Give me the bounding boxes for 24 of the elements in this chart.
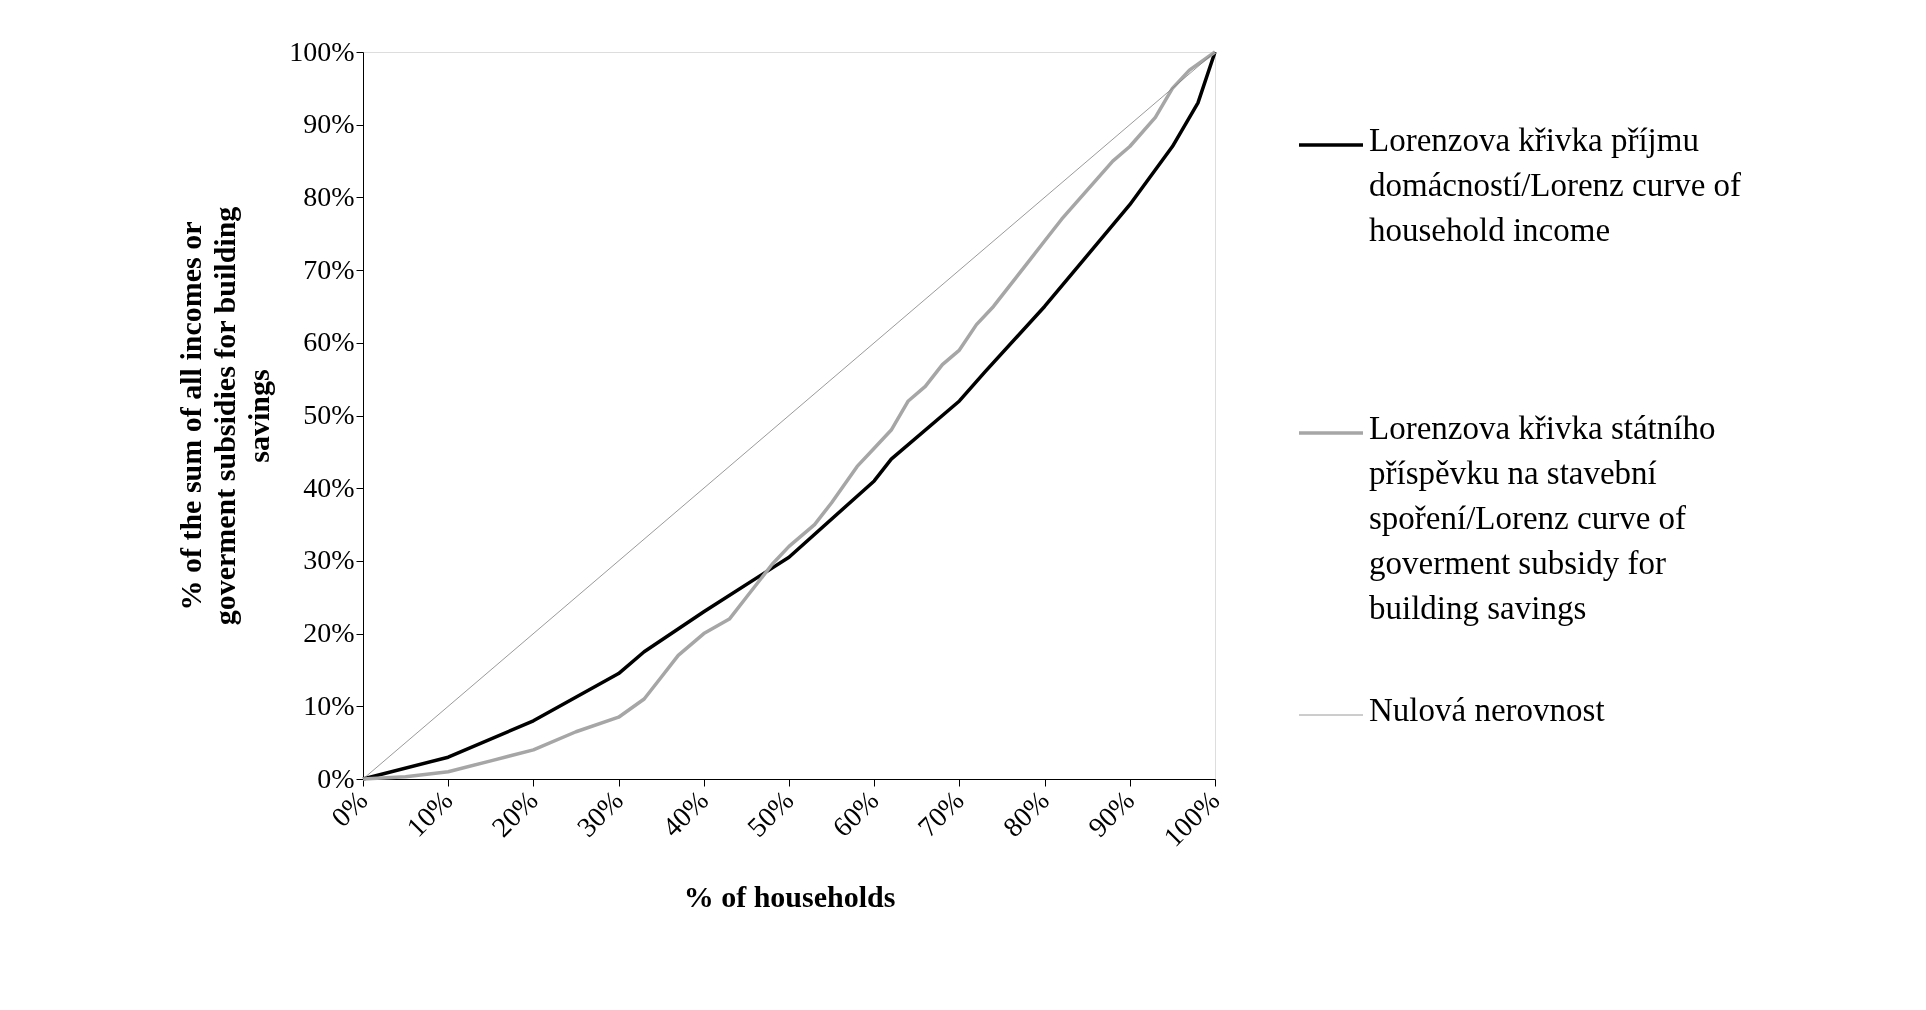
y-tick-label: 20% [303, 617, 355, 649]
legend-label: Nulová nerovnost [1369, 692, 1605, 728]
x-tick-label: 90% [1081, 784, 1141, 843]
x-tick-label: 20% [485, 784, 544, 843]
y-tick-label: 40% [303, 471, 355, 503]
y-axis-title: % of the sum of all incomes or goverment subsidies for building savings [174, 206, 276, 626]
legend-label: Lorenzova křivka státního příspěvku na stavební spoření/Lorenz curve of goverment subsidy for building savings [1369, 410, 1716, 626]
x-tick-label: 50% [741, 784, 800, 843]
y-tick-label: 30% [303, 544, 355, 576]
x-tick-label: 10% [400, 784, 459, 843]
y-tick-label: 60% [303, 326, 355, 358]
x-tick-label: 80% [996, 784, 1055, 843]
x-tick-label: 70% [911, 784, 970, 843]
x-tick-label: 60% [826, 784, 885, 843]
y-tick-label: 50% [303, 399, 355, 430]
x-axis-title: % of households [683, 879, 896, 913]
x-tick-label: 30% [570, 784, 629, 843]
y-tick-label: 90% [303, 108, 355, 140]
x-tick-label: 40% [655, 784, 715, 843]
legend-label: Lorenzova křivka příjmu domácností/Lorenz curve of household income [1369, 122, 1742, 248]
y-tick-label: 100% [289, 35, 355, 67]
y-tick-label: 10% [303, 689, 355, 721]
y-tick-label: 80% [303, 180, 355, 212]
y-tick-label: 70% [303, 253, 355, 285]
